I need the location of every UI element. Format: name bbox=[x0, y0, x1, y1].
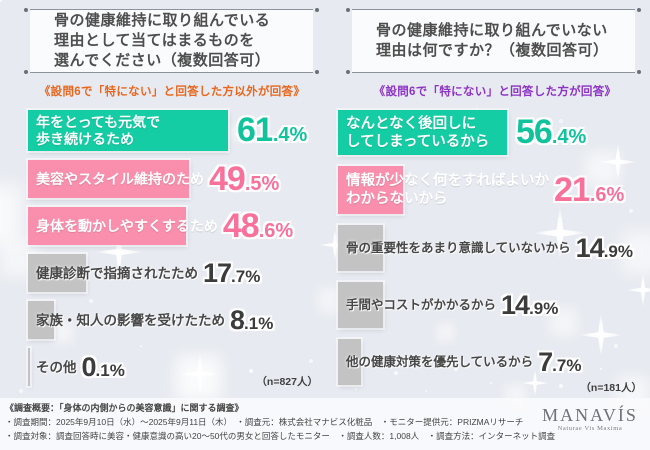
bar-value: 56.4% bbox=[516, 113, 587, 151]
bar-category-label: 健康診断で指摘されたため bbox=[36, 265, 198, 281]
bar-row: その他 0.1% bbox=[28, 348, 340, 386]
bar-category-label: 他の健康対策を優先しているから bbox=[346, 355, 534, 369]
corner-dot bbox=[346, 70, 350, 74]
corner-dot bbox=[315, 70, 319, 74]
bar-row: 身体を動かしやすくするため 48.6% bbox=[28, 207, 340, 245]
corner-dot bbox=[315, 8, 319, 12]
bar-value: 21.6% bbox=[554, 170, 625, 209]
bar-value: 61.4% bbox=[237, 111, 308, 149]
survey-target-method: ・調査対象：調査回答時に美容・健康意識の高い20～50代の男女と回答したモニター… bbox=[5, 431, 556, 441]
bar-row: 情報が少なく何をすればよいか わからないから 21.6% bbox=[338, 166, 650, 214]
bar-category-label: 手間やコストがかかるから bbox=[346, 298, 497, 312]
bar-value: 0.1% bbox=[81, 351, 125, 382]
corner-dot bbox=[346, 8, 350, 12]
bar-category-label: なんとなく後回しに してしまっているから bbox=[346, 115, 490, 150]
manavis-logo-tagline: Naturae Vis Maxima bbox=[557, 425, 623, 432]
bar-value: 17.7% bbox=[203, 257, 261, 288]
background-dots bbox=[0, 0, 2, 2]
bar bbox=[338, 282, 383, 328]
bar bbox=[28, 348, 30, 386]
bar-row: なんとなく後回しに してしまっているから 56.4% bbox=[338, 110, 650, 155]
bar-row: 骨の重要性をあまり意識していないから 14.9% bbox=[338, 225, 650, 271]
bar-category-label: 骨の重要性をあまり意識していないから bbox=[346, 241, 571, 255]
bar bbox=[338, 225, 383, 271]
survey-overview-title: 《調査概要：「身体の内側からの美容意識」に関する調査》 bbox=[5, 403, 244, 413]
bar-value: 14.9% bbox=[575, 232, 633, 263]
bar-value: 48.6% bbox=[222, 206, 294, 245]
corner-dot bbox=[24, 70, 28, 74]
corner-dot bbox=[637, 8, 641, 12]
question-box-right: 骨の健康維持に取り組んでいない 理由は何ですか？（複数回答可） bbox=[346, 8, 641, 74]
manavis-logo: MANAVÍS Naturae Vis Maxima bbox=[536, 405, 644, 432]
bar-chart-right: なんとなく後回しに してしまっているから 56.4% 情報が少なく何をすればよいか わか… bbox=[338, 110, 650, 396]
bar bbox=[338, 110, 507, 155]
bar-value: 8.1% bbox=[230, 304, 274, 335]
question-title-left: 骨の健康維持に取り組んでいる 理由として当てはまるものを 選んでください（複数回… bbox=[54, 12, 271, 69]
sample-size-left: （n=827人） bbox=[256, 376, 318, 388]
respondent-note-right: 《設問6で「特にない」と回答した方が回答》 bbox=[373, 86, 617, 98]
bar-row: 美容やスタイル維持のため 49.5% bbox=[28, 160, 340, 198]
bar-category-label: 年をとっても元気で 歩き続けるため bbox=[36, 113, 161, 147]
survey-period-source: ・調査期間：2025年9月10日（水）～2025年9月11日（木） ・調査元：株… bbox=[5, 417, 524, 427]
bar-row: 年をとっても元気で 歩き続けるため 61.4% bbox=[28, 110, 340, 151]
bar-value: 7.7% bbox=[538, 346, 582, 377]
bar bbox=[338, 339, 361, 385]
bar bbox=[28, 207, 186, 245]
bar bbox=[28, 160, 189, 198]
bar-value: 14.9% bbox=[501, 289, 559, 320]
bar-row: 他の健康対策を優先しているから 7.7% bbox=[338, 339, 650, 385]
corner-dot bbox=[637, 70, 641, 74]
bar bbox=[28, 301, 54, 339]
background-bokeh bbox=[0, 0, 1, 1]
manavis-logo-text: MANAVÍS bbox=[542, 405, 638, 425]
question-title-right: 骨の健康維持に取り組んでいない 理由は何ですか？（複数回答可） bbox=[376, 22, 609, 59]
bar-category-label: その他 bbox=[36, 359, 77, 375]
survey-overview-footer: 《調査概要：「身体の内側からの美容意識」に関する調査》 ・調査期間：2025年9… bbox=[0, 398, 650, 450]
bar-category-label: 家族・知人の影響を受けたため bbox=[36, 312, 225, 328]
bar-category-label: 情報が少なく何をすればよいか わからないから bbox=[346, 173, 549, 207]
bar-category-label: 身体を動かしやすくするため bbox=[36, 217, 218, 234]
bar-row: 手間やコストがかかるから 14.9% bbox=[338, 282, 650, 328]
bar bbox=[28, 110, 228, 151]
corner-dot bbox=[24, 8, 28, 12]
sample-size-right: （n=181人） bbox=[580, 382, 642, 394]
bar-row: 健康診断で指摘されたため 17.7% bbox=[28, 254, 340, 292]
bar bbox=[338, 166, 403, 214]
bar-chart-left: 年をとっても元気で 歩き続けるため 61.4% 美容やスタイル維持のため 49.5% 身体… bbox=[28, 110, 340, 395]
bar-row: 家族・知人の影響を受けたため 8.1% bbox=[28, 301, 340, 339]
respondent-note-left: 《設問6で「特にない」と回答した方以外が回答》 bbox=[38, 86, 306, 98]
bar bbox=[28, 254, 86, 292]
question-box-left: 骨の健康維持に取り組んでいる 理由として当てはまるものを 選んでください（複数回… bbox=[24, 8, 319, 74]
bar-category-label: 美容やスタイル維持のため bbox=[36, 170, 204, 187]
bar-value: 49.5% bbox=[209, 159, 280, 198]
